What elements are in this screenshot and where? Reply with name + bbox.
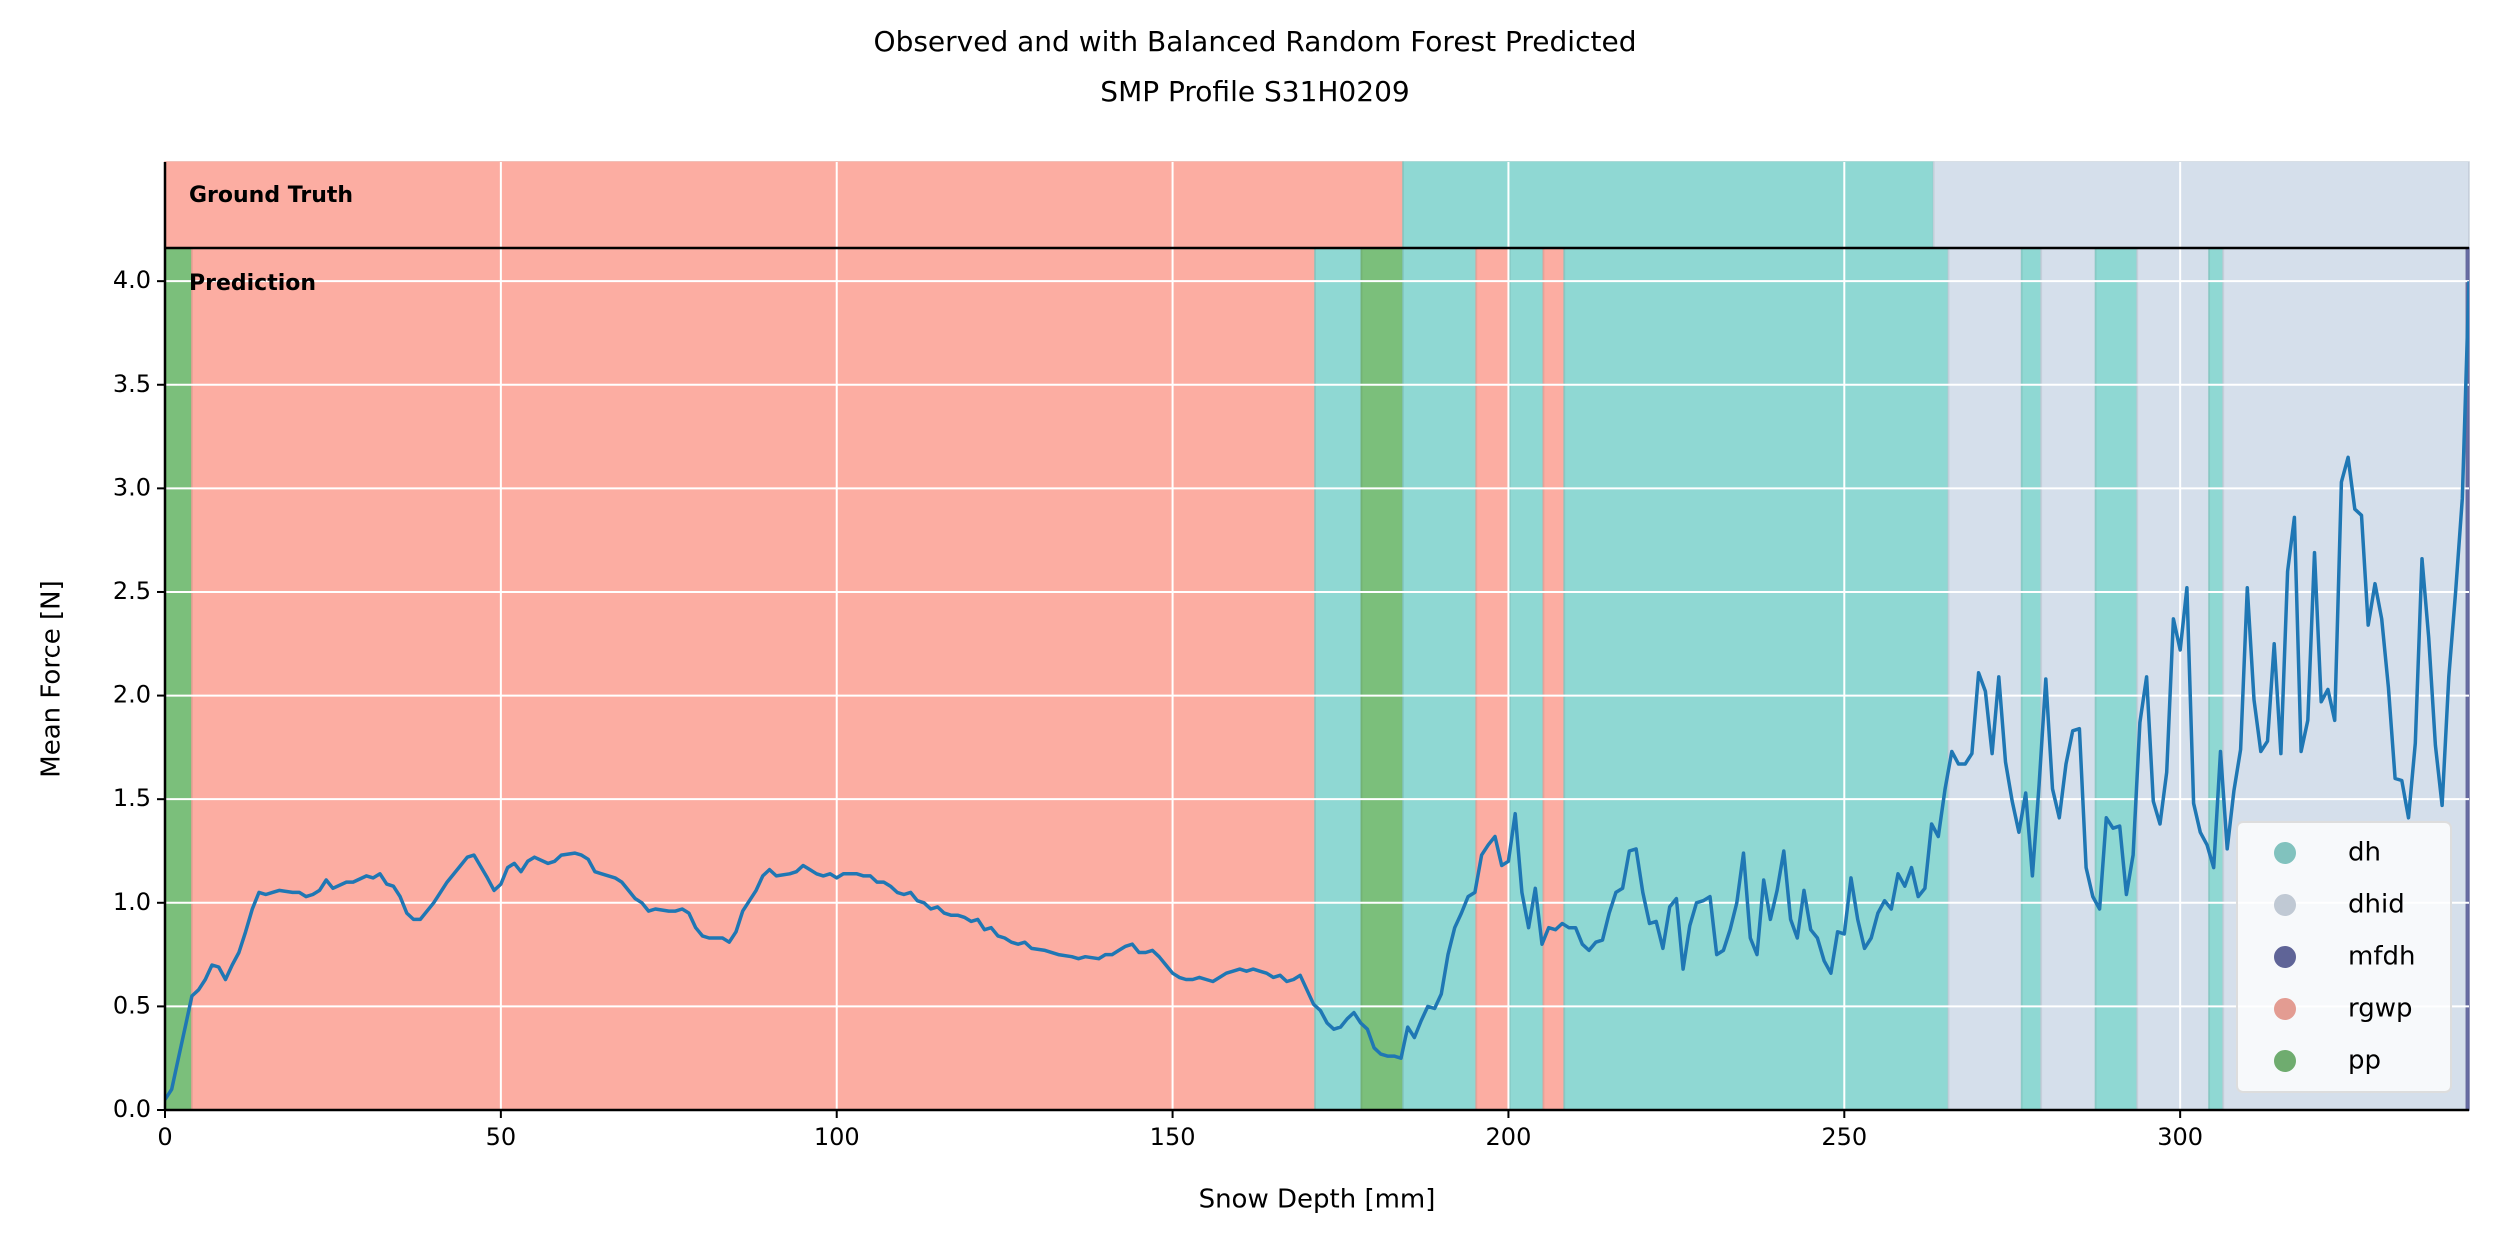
- legend-marker: [2274, 894, 2296, 916]
- class-span-fill: [1949, 248, 2021, 1110]
- class-span-fill: [1362, 248, 1402, 1110]
- panel-label: Prediction: [189, 271, 316, 296]
- y-tick-label: 3.5: [113, 370, 151, 398]
- x-tick-label: 0: [157, 1123, 172, 1151]
- class-span-fill: [2210, 248, 2223, 1110]
- legend-label: dhid: [2348, 890, 2405, 920]
- class-span-fill: [1565, 248, 1948, 1110]
- y-tick-label: 1.5: [113, 784, 151, 812]
- legend-label: mfdh: [2348, 942, 2415, 972]
- class-span-fill: [2138, 248, 2209, 1110]
- class-span-fill: [1403, 248, 1476, 1110]
- legend-marker: [2274, 842, 2296, 864]
- class-span-fill: [2467, 248, 2468, 1110]
- x-tick-label: 150: [1150, 1123, 1196, 1151]
- panel-label: Ground Truth: [189, 183, 353, 208]
- x-tick-label: 300: [2157, 1123, 2203, 1151]
- legend-box: [2236, 821, 2452, 1093]
- class-span-fill: [2022, 248, 2041, 1110]
- y-tick-label: 2.5: [113, 577, 151, 605]
- legend-marker: [2274, 1050, 2296, 1072]
- x-tick-label: 100: [814, 1123, 860, 1151]
- legend-label: pp: [2348, 1046, 2381, 1076]
- y-tick-label: 4.0: [113, 266, 151, 294]
- class-span-fill: [1934, 162, 2468, 248]
- legend-marker: [2274, 946, 2296, 968]
- class-span-fill: [166, 162, 1402, 248]
- x-axis-label: Snow Depth [mm]: [1199, 1185, 1436, 1215]
- legend-label: rgwp: [2348, 994, 2413, 1024]
- y-tick-label: 0.5: [113, 991, 151, 1019]
- chart-title: Observed and with Balanced Random Forest…: [874, 25, 1637, 58]
- class-span-fill: [166, 248, 191, 1110]
- class-span-fill: [2096, 248, 2137, 1110]
- y-axis-label: Mean Force [N]: [37, 580, 67, 777]
- y-tick-label: 3.0: [113, 473, 151, 501]
- legend-label: dh: [2348, 838, 2381, 868]
- y-tick-label: 1.0: [113, 888, 151, 916]
- y-tick-label: 2.0: [113, 681, 151, 709]
- class-span-fill: [1403, 162, 1933, 248]
- class-span-fill: [1315, 248, 1361, 1110]
- class-span-fill: [1510, 248, 1543, 1110]
- y-tick-label: 0.0: [113, 1095, 151, 1123]
- class-span-fill: [2042, 248, 2095, 1110]
- chart-subtitle: SMP Profile S31H0209: [1100, 75, 1409, 108]
- legend-marker: [2274, 998, 2296, 1020]
- x-tick-label: 50: [486, 1123, 517, 1151]
- force-line: [165, 281, 2469, 1101]
- class-span-fill: [1477, 248, 1509, 1110]
- class-span-fill: [1544, 248, 1564, 1110]
- class-span-fill: [192, 248, 1314, 1110]
- x-tick-label: 200: [1486, 1123, 1532, 1151]
- x-tick-label: 250: [1821, 1123, 1867, 1151]
